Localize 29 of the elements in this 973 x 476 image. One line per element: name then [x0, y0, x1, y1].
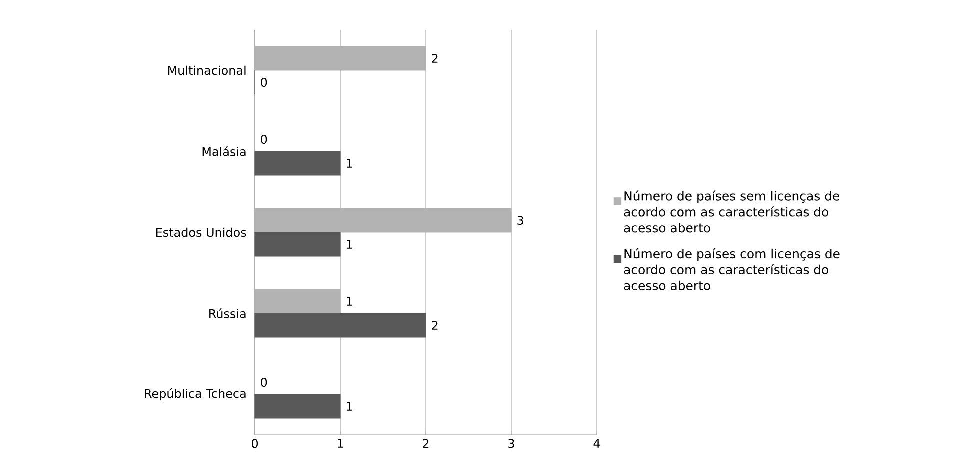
bar [254, 46, 426, 71]
data-label: 1 [347, 159, 352, 168]
y-tick-label: Estados Unidos [156, 228, 246, 238]
x-tick-label: 3 [508, 439, 514, 448]
bar [254, 208, 512, 233]
data-label: 1 [347, 240, 352, 249]
data-label: 2 [432, 321, 438, 330]
bar [254, 313, 426, 338]
y-tick-label: República Tcheca [145, 388, 246, 401]
y-tick-label: Multinacional [168, 66, 246, 76]
data-label: 1 [347, 402, 352, 411]
bar [254, 289, 341, 314]
data-label: 3 [518, 216, 524, 226]
data-label: 0 [261, 78, 268, 88]
x-tick-label: 1 [338, 439, 344, 448]
data-label: 2 [432, 54, 438, 63]
data-label: 0 [261, 134, 268, 144]
legend-label: Número de países sem licenças de acordo com as características do acesso aberto [624, 190, 840, 233]
y-tick-label: Malásia [202, 146, 246, 156]
x-tick-label: 2 [423, 439, 429, 448]
legend-label: Número de países com licenças de acordo com as características do acesso aberto [624, 248, 840, 291]
bar [254, 232, 341, 257]
bar [254, 151, 341, 176]
x-tick-label: 0 [252, 439, 258, 448]
data-label: 0 [261, 378, 268, 388]
y-tick-label: Rússia [210, 308, 246, 318]
x-tick-label: 4 [594, 439, 600, 448]
data-label: 1 [347, 297, 352, 306]
bar [254, 394, 341, 419]
